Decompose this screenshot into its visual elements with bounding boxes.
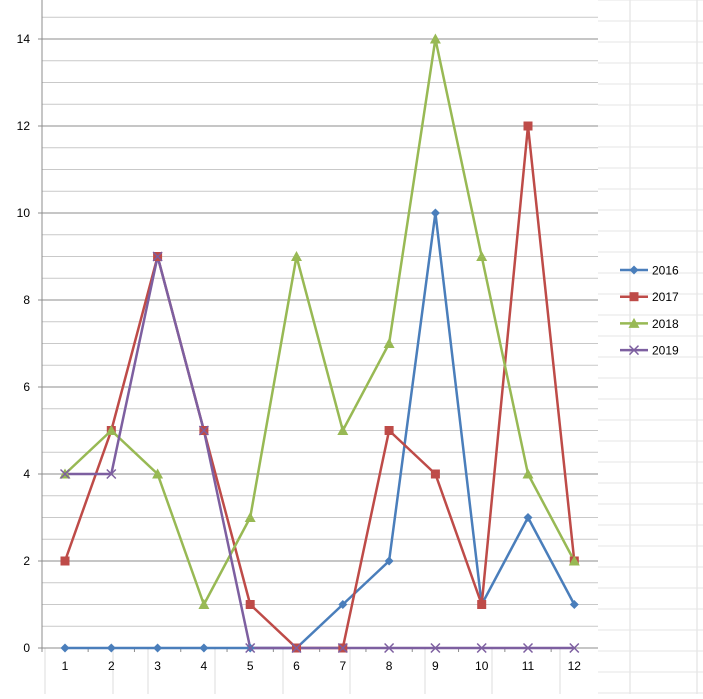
series-2018-point (337, 425, 349, 435)
series-2018-point (105, 425, 117, 435)
legend: 2016 2017 2018 2019 (620, 264, 679, 358)
x-tick-label: 9 (432, 659, 439, 673)
x-marker-stroke (245, 642, 256, 654)
series-2018-point (198, 599, 210, 609)
series-2016-point (523, 513, 533, 522)
legend-item: 2017 (620, 290, 679, 304)
series-2019-point (337, 642, 348, 654)
y-tick-label: 0 (23, 641, 30, 655)
series-2017-point (384, 426, 394, 435)
legend-label: 2017 (652, 290, 679, 304)
y-tick-label: 14 (17, 32, 31, 46)
series-2019-point (569, 642, 580, 654)
series-2016-point (569, 600, 579, 609)
x-tick-label: 11 (522, 659, 535, 673)
x-tick-label: 12 (568, 659, 582, 673)
y-tick-label: 10 (17, 206, 31, 220)
series-2018-point (429, 33, 441, 44)
legend-marker (629, 292, 639, 302)
series-2019-point (384, 642, 395, 654)
series-2018-point (568, 555, 580, 566)
y-tick-label: 12 (17, 119, 31, 133)
x-axis-ticks: 1 2 3 4 5 6 7 8 9 10 11 12 (62, 648, 582, 673)
x-marker-stroke (522, 642, 534, 654)
series-2016-point (199, 643, 209, 653)
series-2018-point (476, 251, 488, 261)
series-2016-point (430, 208, 440, 218)
x-tick-label: 8 (386, 659, 393, 673)
series-2018-point (383, 338, 395, 348)
x-tick-label: 4 (201, 659, 208, 673)
x-marker-stroke (59, 468, 71, 480)
series-2019-markers (59, 251, 580, 654)
y-axis-ticks: 0 2 4 6 8 10 12 14 (17, 32, 42, 655)
series-2019-point (476, 642, 487, 654)
series-lines (63, 37, 576, 650)
series-2018-point (152, 468, 164, 479)
background-cell-grid (42, 0, 703, 694)
x-tick-label: 1 (62, 659, 69, 673)
legend-item: 2019 (620, 344, 679, 358)
series-2019-point (245, 642, 256, 654)
y-tick-label: 6 (23, 380, 30, 394)
series-2019-point (430, 642, 441, 654)
series-2016-point (106, 643, 116, 653)
x-tick-label: 3 (154, 659, 161, 673)
legend-marker (628, 317, 640, 328)
series-2017-point (245, 600, 255, 609)
series-2018-line (64, 37, 576, 606)
series-2017-point (430, 469, 440, 479)
x-tick-label: 10 (475, 659, 489, 673)
legend-item: 2016 (620, 264, 679, 278)
series-2019-point (106, 468, 117, 480)
series-markers (59, 33, 580, 654)
x-marker-stroke (430, 642, 441, 654)
series-2016-point (60, 643, 70, 653)
series-2017-point (60, 556, 70, 566)
legend-marker (628, 345, 640, 356)
x-marker-stroke (337, 642, 348, 654)
series-2019-point (291, 642, 302, 654)
x-tick-label: 2 (108, 659, 115, 673)
legend-label: 2019 (652, 344, 679, 358)
series-2016-line (65, 211, 576, 650)
x-marker-stroke (476, 642, 487, 654)
series-2019-point (522, 642, 534, 654)
series-2016-point (153, 643, 163, 653)
legend-label: 2018 (652, 317, 679, 331)
x-marker-stroke (106, 468, 117, 480)
x-marker-stroke (569, 642, 580, 654)
x-marker-stroke (384, 642, 395, 654)
y-tick-label: 8 (23, 293, 30, 307)
series-2019-point (198, 425, 209, 436)
x-tick-label: 5 (247, 659, 254, 673)
y-tick-label: 2 (23, 554, 30, 568)
legend-marker (629, 265, 639, 275)
x-marker-stroke (291, 642, 302, 654)
y-tick-label: 4 (23, 467, 30, 481)
x-marker-stroke (152, 251, 163, 262)
series-2018-point (522, 468, 534, 479)
x-marker-stroke (198, 425, 209, 436)
plot-area (42, 0, 598, 648)
series-2017-point (523, 121, 533, 131)
x-tick-label: 6 (293, 659, 300, 673)
series-2019-line (65, 255, 575, 650)
series-2018-point (291, 251, 302, 261)
series-2017-point (477, 600, 487, 609)
x-tick-label: 7 (339, 659, 346, 673)
series-2018-point (244, 512, 256, 522)
legend-item: 2018 (620, 317, 679, 331)
series-2016-point (384, 556, 394, 566)
series-2019-point (152, 251, 163, 262)
x-marker-stroke (628, 345, 640, 356)
series-2019-point (59, 468, 71, 480)
series-2016-point (338, 600, 348, 609)
legend-label: 2016 (652, 264, 679, 278)
